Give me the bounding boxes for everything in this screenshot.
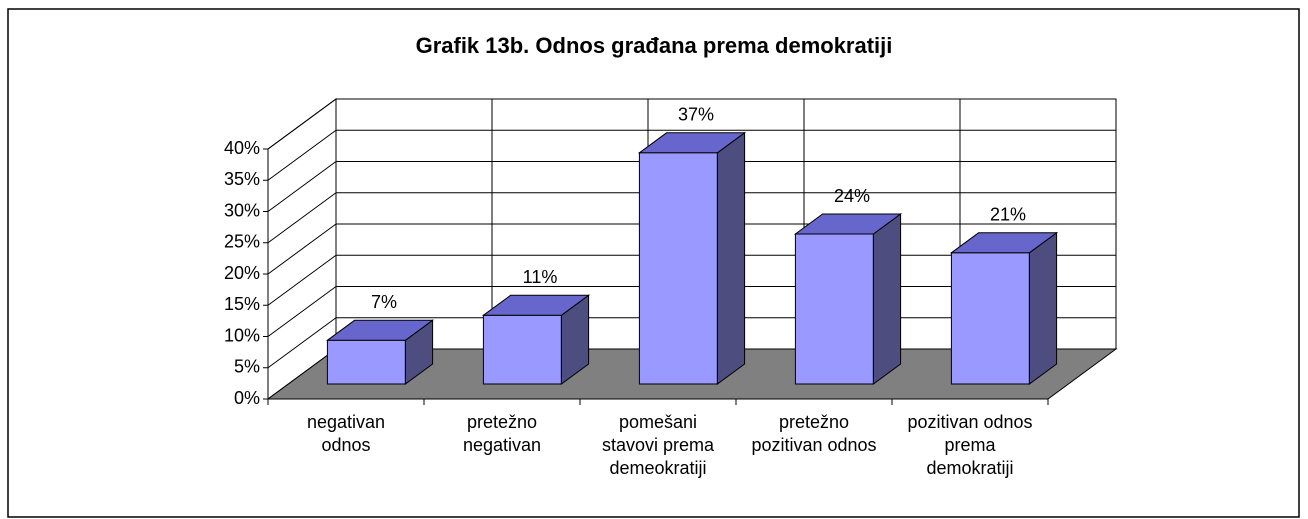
grid-line-side: [267, 254, 337, 306]
y-tick-label: 35%: [224, 169, 260, 189]
x-tick-label: pozitivan odnos: [751, 435, 876, 455]
x-tick-label: pretežno: [779, 412, 849, 432]
bar-side: [872, 213, 902, 385]
x-tick-label: odnos: [321, 435, 370, 455]
grid-line-side: [267, 286, 337, 337]
value-label: 24%: [834, 186, 870, 206]
bar-top: [325, 319, 435, 341]
bar-top: [637, 132, 747, 154]
bar-front: [638, 152, 718, 385]
bar-top: [481, 294, 591, 316]
bar-side: [1028, 231, 1058, 385]
x-tick-label: stavovi prema: [602, 435, 715, 455]
bar-top: [793, 213, 903, 235]
bar-front: [326, 339, 406, 385]
grid-line-side: [267, 129, 337, 181]
grid-line-side: [267, 223, 337, 275]
y-tick-label: 10%: [224, 325, 260, 345]
grid-line-side: [267, 98, 337, 150]
x-tick-label: negativan: [463, 435, 541, 455]
x-tick-label: negativan: [307, 412, 385, 432]
value-label: 37%: [678, 105, 714, 125]
x-tick-label: pozitivan odnos: [907, 412, 1032, 432]
y-tick-label: 20%: [224, 263, 260, 283]
x-tick-label: demeokratiji: [609, 458, 706, 478]
y-tick-label: 15%: [224, 294, 260, 314]
y-tick-label: 40%: [224, 138, 260, 158]
chart-title: Grafik 13b. Odnos građana prema demokrat…: [416, 33, 893, 58]
x-tick-label: prema: [944, 435, 996, 455]
bar-front: [482, 314, 562, 385]
grid-line-side: [267, 317, 337, 369]
y-tick-label: 0%: [234, 388, 260, 408]
bar-front: [950, 252, 1030, 385]
y-tick-label: 5%: [234, 357, 260, 377]
bar-top: [949, 232, 1059, 254]
x-tick-label: pomešani: [619, 412, 697, 432]
value-label: 21%: [990, 205, 1026, 225]
bar-side: [716, 131, 746, 385]
y-tick-label: 30%: [224, 200, 260, 220]
x-tick-label: demokratiji: [926, 458, 1013, 478]
value-label: 7%: [371, 292, 397, 312]
x-tick-label: pretežno: [467, 412, 537, 432]
y-tick-label: 25%: [224, 232, 260, 252]
grid-line-side: [267, 192, 337, 244]
value-label: 11%: [523, 267, 558, 287]
bar-front: [794, 233, 874, 385]
grid-line-side: [267, 161, 337, 212]
